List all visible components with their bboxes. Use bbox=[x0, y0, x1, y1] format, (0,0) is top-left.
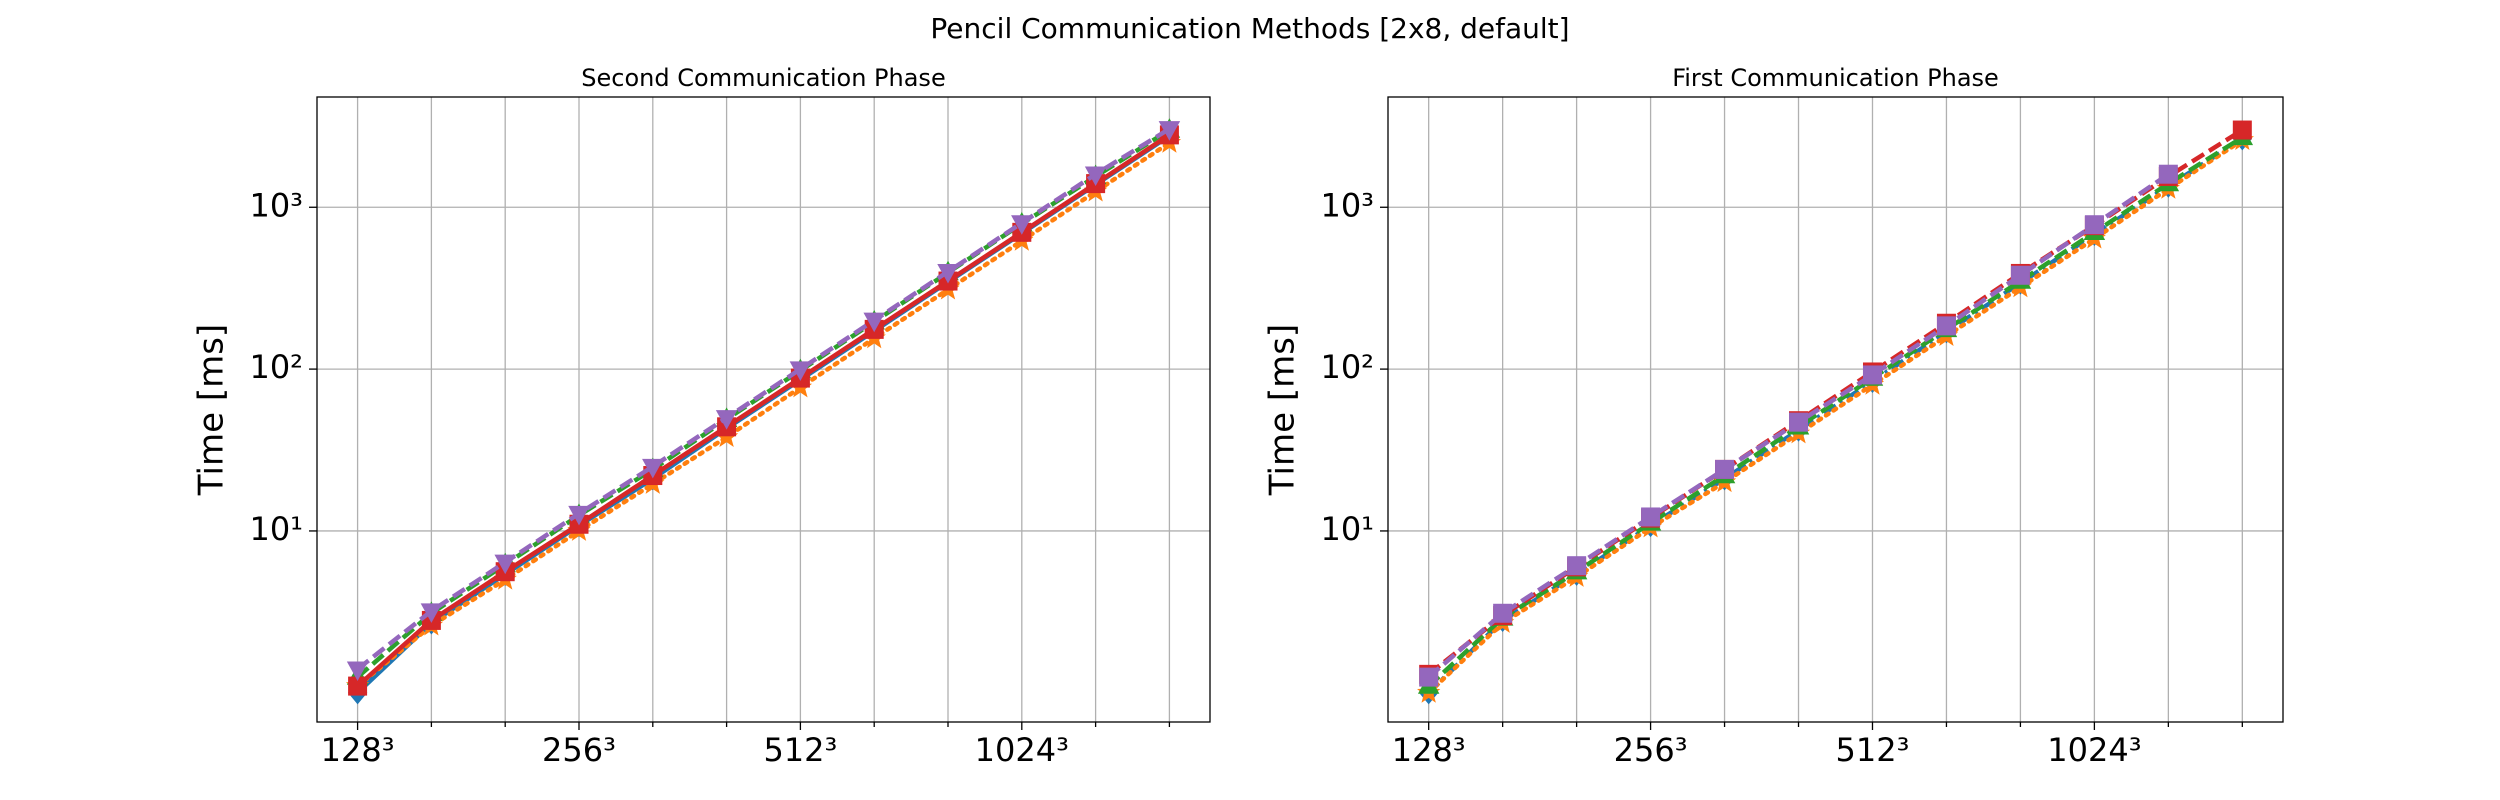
marker bbox=[789, 361, 812, 381]
marker bbox=[715, 410, 738, 430]
series-line bbox=[355, 140, 1172, 689]
marker bbox=[346, 661, 369, 681]
marker bbox=[568, 505, 590, 526]
marker bbox=[1862, 365, 1882, 385]
marker bbox=[1084, 166, 1107, 187]
y-axis-label: Time [ms] bbox=[192, 324, 232, 496]
x-tick-label: 128³ bbox=[1392, 731, 1466, 769]
marker bbox=[642, 458, 664, 479]
marker bbox=[1641, 507, 1661, 527]
marker bbox=[1715, 459, 1735, 479]
subplot-title: Second Communication Phase bbox=[581, 64, 945, 92]
x-tick-label: 1024³ bbox=[975, 731, 1069, 769]
plot-frame bbox=[1387, 96, 2284, 723]
figure-title: Pencil Communication Methods [2x8, defau… bbox=[930, 12, 1569, 45]
y-tick-label: 10³ bbox=[249, 186, 303, 224]
marker bbox=[494, 554, 516, 575]
marker bbox=[1419, 667, 1439, 687]
subplot: Second Communication Phase 128³ 256³ 512³ 10… bbox=[192, 64, 1211, 769]
y-tick-label: 10¹ bbox=[249, 510, 303, 548]
marker bbox=[1567, 556, 1587, 576]
series-line bbox=[1426, 137, 2245, 696]
marker bbox=[1158, 121, 1181, 141]
marker bbox=[2158, 164, 2178, 184]
marker bbox=[1789, 412, 1809, 432]
series-line bbox=[1427, 135, 2244, 688]
series-line bbox=[356, 133, 1171, 688]
subplot-title: First Communication Phase bbox=[1672, 64, 1999, 92]
series-line bbox=[1427, 136, 2244, 695]
x-tick-label: 256³ bbox=[542, 731, 616, 769]
x-tick-label: 1024³ bbox=[2047, 731, 2141, 769]
y-axis-label: Time [ms] bbox=[1263, 324, 1303, 496]
marker bbox=[1936, 316, 1956, 336]
y-tick-label: 10³ bbox=[1320, 186, 1374, 224]
x-tick-label: 128³ bbox=[321, 731, 395, 769]
marker bbox=[420, 603, 443, 623]
marker bbox=[2084, 215, 2104, 235]
plot-frame bbox=[316, 96, 1211, 723]
y-tick-label: 10² bbox=[249, 348, 303, 386]
marker bbox=[1493, 603, 1513, 623]
marker bbox=[2232, 120, 2252, 140]
x-tick-label: 256³ bbox=[1614, 731, 1688, 769]
marker bbox=[863, 312, 885, 333]
marker bbox=[1011, 215, 1033, 235]
marker bbox=[937, 263, 959, 284]
y-tick-label: 10² bbox=[1320, 348, 1374, 386]
x-tick-label: 512³ bbox=[763, 731, 837, 769]
marker bbox=[2010, 265, 2030, 285]
y-tick-label: 10¹ bbox=[1320, 510, 1374, 548]
x-tick-label: 512³ bbox=[1836, 731, 1910, 769]
subplot: First Communication Phase 128³ 256³ 512³ 102… bbox=[1263, 64, 2284, 769]
series-line bbox=[356, 126, 1171, 671]
